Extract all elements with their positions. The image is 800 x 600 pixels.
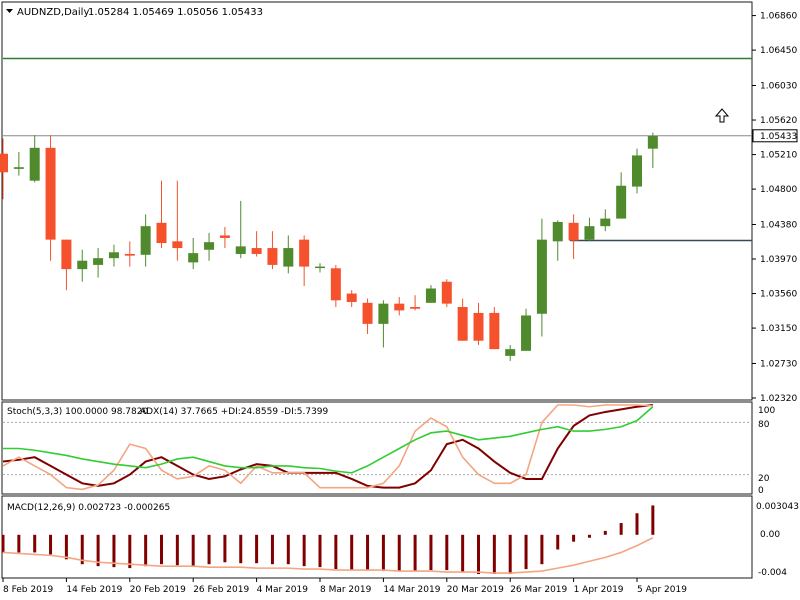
price-tick-label: 1.06030 xyxy=(760,81,797,91)
date-tick-label: 20 Feb 2019 xyxy=(130,585,186,595)
candle[interactable] xyxy=(219,227,230,249)
candles-group xyxy=(0,132,658,361)
price-tick-label: 1.03970 xyxy=(760,255,797,265)
date-tick-label: 26 Feb 2019 xyxy=(193,585,249,595)
stoch-main-line xyxy=(2,404,653,489)
candle[interactable] xyxy=(568,214,579,260)
date-tick-label: 26 Mar 2019 xyxy=(510,585,567,595)
candle[interactable] xyxy=(616,172,627,219)
price-tick-label: 1.05620 xyxy=(760,116,797,126)
ohlc-label: 1.05284 1.05469 1.05056 1.05433 xyxy=(88,7,263,18)
candle[interactable] xyxy=(77,249,88,282)
candle[interactable] xyxy=(61,239,72,291)
dropdown-triangle-icon[interactable] xyxy=(6,9,13,13)
adx-line xyxy=(3,406,654,474)
candle[interactable] xyxy=(156,180,167,249)
candle[interactable] xyxy=(584,217,595,242)
stoch-level-80: 80 xyxy=(758,420,770,430)
date-tick-label: 5 Apr 2019 xyxy=(637,585,687,595)
stoch-level-0: 0 xyxy=(758,486,764,496)
candle[interactable] xyxy=(346,290,357,308)
candle[interactable] xyxy=(330,264,341,308)
up-arrow-icon[interactable] xyxy=(714,108,730,123)
date-tick-label: 14 Feb 2019 xyxy=(66,585,122,595)
price-tick-label: 1.04380 xyxy=(760,220,797,230)
stoch-level-100: 100 xyxy=(758,406,775,416)
price-tick-label: 1.02320 xyxy=(760,394,797,404)
candle[interactable] xyxy=(410,295,421,311)
candle[interactable] xyxy=(0,138,8,200)
candle[interactable] xyxy=(632,148,642,194)
date-tick-label: 8 Feb 2019 xyxy=(3,585,54,595)
macd-signal-line xyxy=(2,537,654,574)
candle[interactable] xyxy=(204,232,215,261)
stoch-label: Stoch(5,3,3) 100.0000 98.7820 xyxy=(7,407,148,417)
candle[interactable] xyxy=(140,214,151,267)
candle[interactable] xyxy=(13,152,24,176)
macd-level-bottom: -0.004 xyxy=(758,568,787,578)
candle[interactable] xyxy=(362,298,373,334)
candle[interactable] xyxy=(267,231,278,270)
price-tick-label: 1.04800 xyxy=(760,185,797,195)
price-tick-label: 1.05210 xyxy=(760,151,797,161)
candle[interactable] xyxy=(378,300,389,348)
price-pane[interactable] xyxy=(1,1,753,401)
candle[interactable] xyxy=(521,308,532,351)
candle[interactable] xyxy=(108,244,119,267)
candle[interactable] xyxy=(441,279,452,308)
candle[interactable] xyxy=(93,248,104,278)
candle[interactable] xyxy=(505,344,516,361)
stoch-level-20: 20 xyxy=(758,474,770,484)
adx-label: ADX(14) 37.7665 +DI:24.8559 -DI:5.7399 xyxy=(140,407,329,417)
candle[interactable] xyxy=(235,200,246,259)
date-tick-label: 1 Apr 2019 xyxy=(574,585,624,595)
current-price-tag xyxy=(752,129,798,143)
price-axis: 1.06860 1.06450 1.06030 1.05620 1.05210 1.048… xyxy=(752,12,797,404)
stoch-signal-line xyxy=(2,404,653,491)
candle[interactable] xyxy=(124,241,135,267)
macd-histogram xyxy=(1,505,655,574)
candle[interactable] xyxy=(647,132,658,169)
price-tick-label: 1.02730 xyxy=(760,359,797,369)
macd-level-zero: 0.00 xyxy=(760,530,780,540)
candle[interactable] xyxy=(600,209,611,232)
price-tick-label: 1.06860 xyxy=(760,12,797,22)
candle[interactable] xyxy=(315,263,325,273)
candle[interactable] xyxy=(45,135,56,261)
candle[interactable] xyxy=(489,307,500,350)
price-tick-label: 1.06450 xyxy=(760,46,797,56)
date-tick-label: 20 Mar 2019 xyxy=(447,585,504,595)
candle[interactable] xyxy=(172,180,183,261)
candle[interactable] xyxy=(283,235,294,274)
candle[interactable] xyxy=(457,298,468,341)
symbol-label: AUDNZD,Daily xyxy=(17,7,89,18)
candle[interactable] xyxy=(425,285,436,303)
price-tick-label: 1.03560 xyxy=(760,290,797,300)
macd-label: MACD(12,26,9) 0.002723 -0.000265 xyxy=(7,503,170,513)
date-tick-label: 8 Mar 2019 xyxy=(320,585,372,595)
candle[interactable] xyxy=(536,218,547,337)
candle[interactable] xyxy=(29,135,40,183)
candle[interactable] xyxy=(299,235,310,286)
candle[interactable] xyxy=(552,220,563,261)
date-tick-label: 14 Mar 2019 xyxy=(383,585,440,595)
price-tick-label: 1.03150 xyxy=(760,324,797,334)
candle[interactable] xyxy=(394,296,405,316)
candle[interactable] xyxy=(251,231,262,257)
date-tick-label: 4 Mar 2019 xyxy=(257,585,309,595)
candle[interactable] xyxy=(188,237,199,270)
current-price-label: 1.05433 xyxy=(760,132,797,142)
candle[interactable] xyxy=(473,302,484,345)
stoch-lines xyxy=(2,404,752,491)
date-axis: 8 Feb 2019 14 Feb 2019 20 Feb 2019 26 Feb 2… xyxy=(2,578,687,595)
macd-level-top: 0.003043 xyxy=(756,502,799,512)
